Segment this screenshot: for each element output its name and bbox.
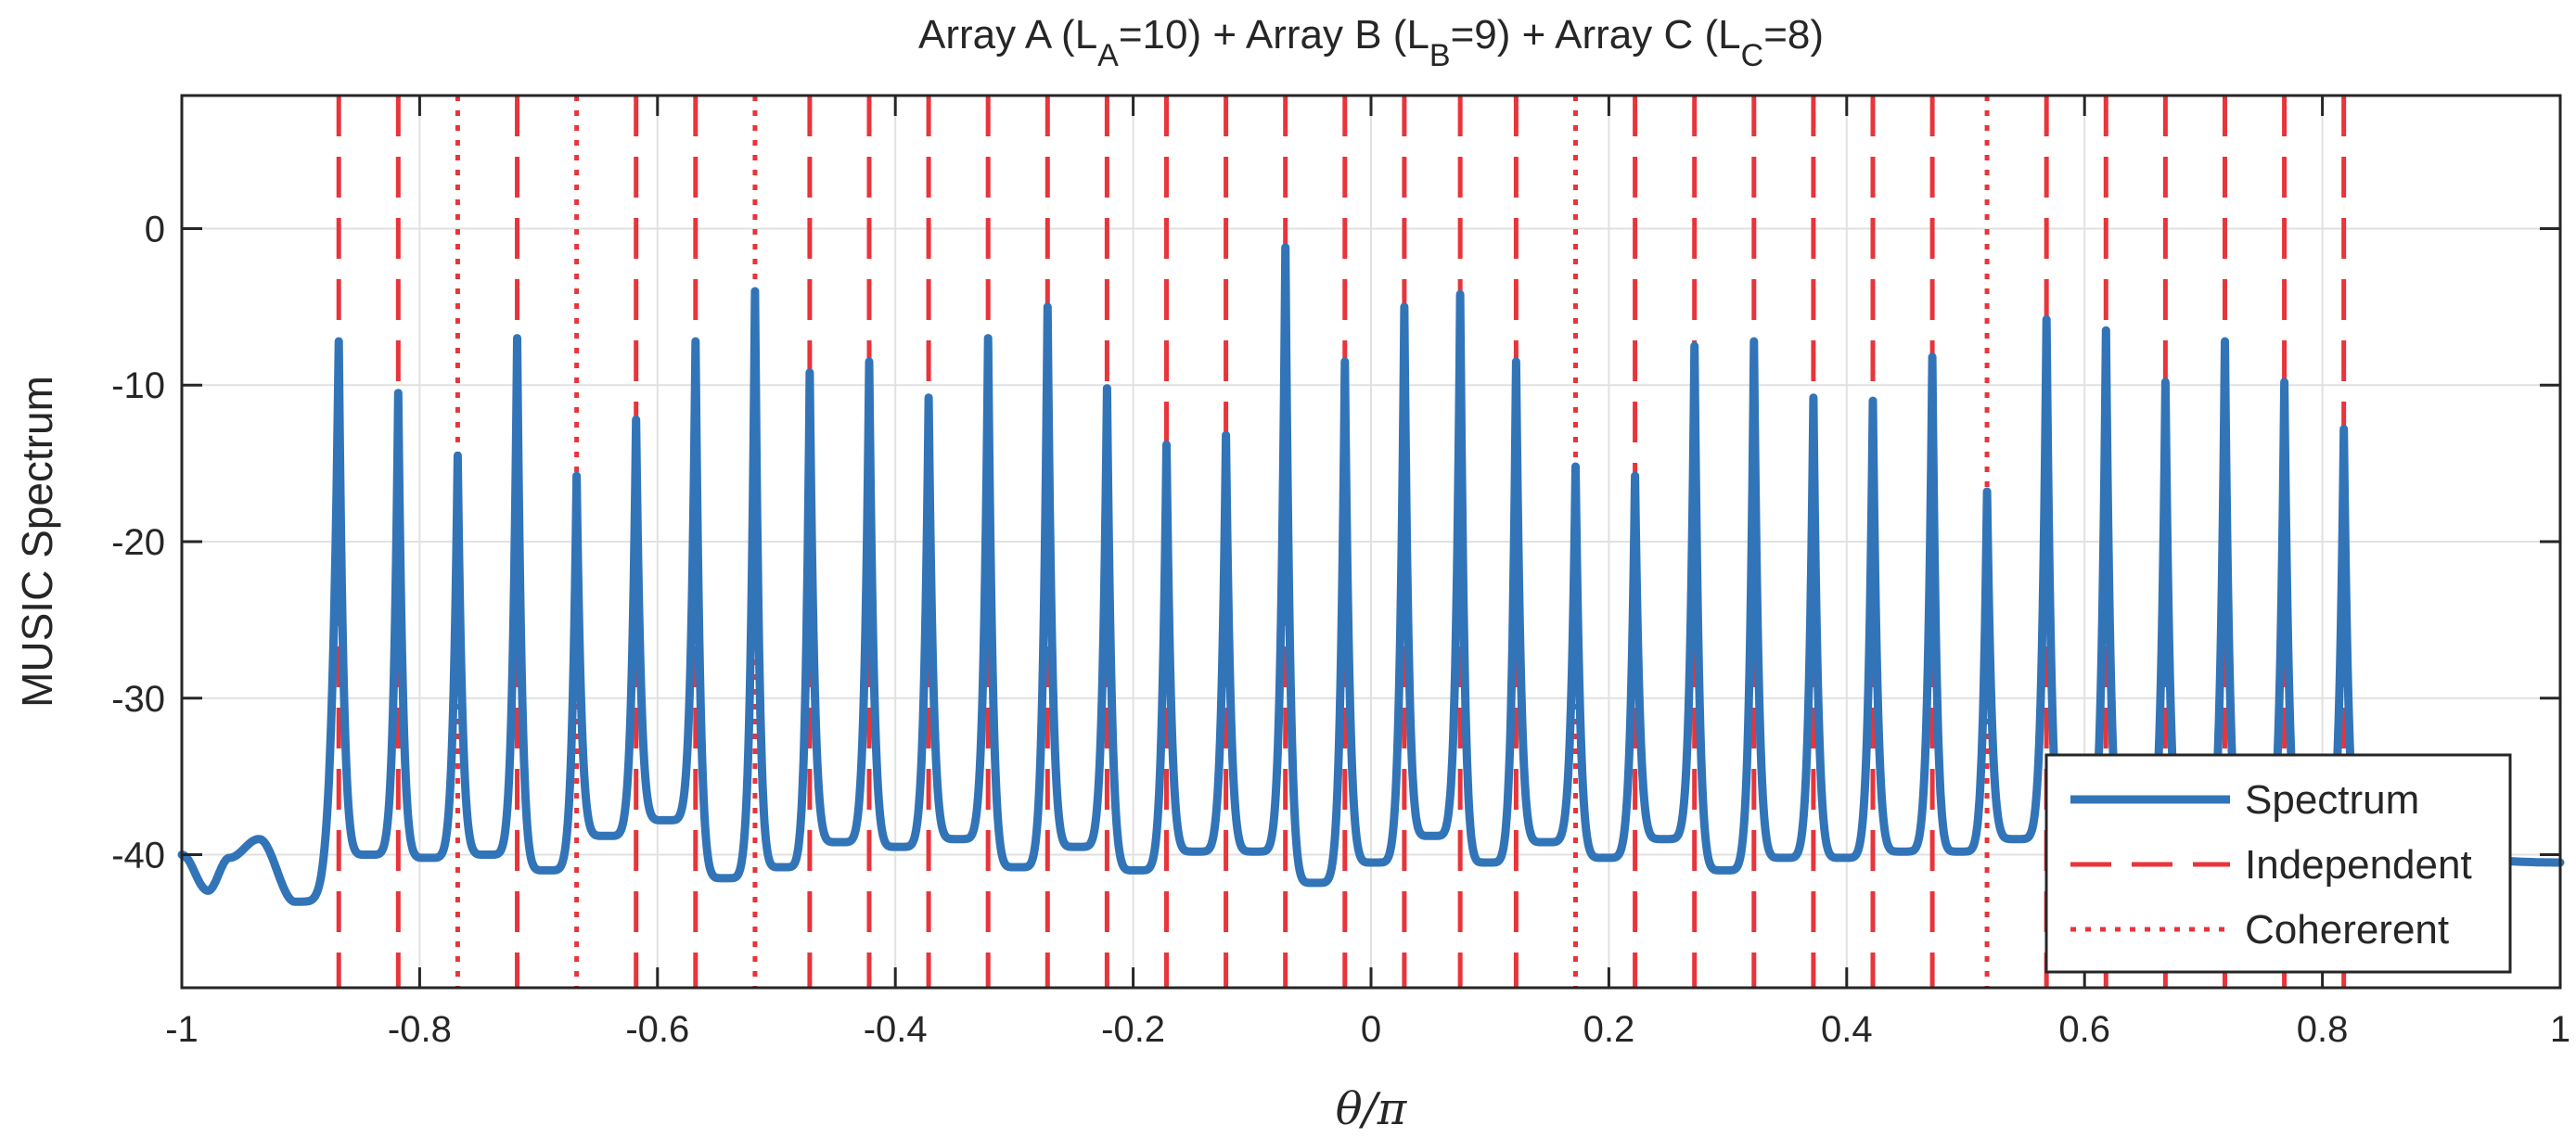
y-tick-label: 0 [145,209,165,249]
x-tick-label: -0.2 [1101,1009,1165,1050]
axis-ticks [180,96,2562,988]
x-tick-label: 0.6 [2058,1009,2110,1050]
x-tick-label: -0.6 [625,1009,689,1050]
y-tick-label: -10 [111,365,165,406]
title-part: C [1741,38,1764,73]
x-tick-label: -1 [165,1009,199,1050]
x-tick-label: 0.4 [1821,1009,1873,1050]
legend-label-independent: Independent [2245,842,2472,888]
title-part: A [1097,38,1119,73]
x-tick-label: 0.8 [2297,1009,2349,1050]
y-tick-labels: 0 -10 -20 -30 -40 [111,209,165,876]
title-part: =9) + Array C (L [1451,12,1741,58]
title-part: B [1429,38,1451,73]
title-part: =8) [1763,12,1824,58]
y-axis-label: MUSIC Spectrum [13,376,61,708]
x-tick-label: 0.2 [1583,1009,1635,1050]
x-tick-labels: -1 -0.8 -0.6 -0.4 -0.2 0 0.2 0.4 0.6 0.8 1 [165,1009,2570,1050]
title-part: =10) + Array B (L [1119,12,1429,58]
spectrum-line [177,243,2565,906]
legend-label-coherent: Cohererent [2245,907,2449,953]
chart-title: Array A (LA=10) + Array B (LB=9) + Array… [918,12,1824,73]
title-part: Array A (L [918,12,1097,58]
legend-box [2044,753,2512,974]
x-tick-label: -0.8 [388,1009,452,1050]
y-tick-label: -30 [111,679,165,720]
legend: Spectrum Independent Cohererent [2044,753,2512,974]
legend-label-spectrum: Spectrum [2245,777,2419,823]
y-tick-label: -40 [111,836,165,876]
x-axis-label: θ/π [1336,1083,1408,1135]
y-tick-label: -20 [111,522,165,563]
x-tick-label: 1 [2550,1009,2570,1050]
x-tick-label: -0.4 [864,1009,928,1050]
spectrum-curve [177,243,2565,906]
x-tick-label: 0 [1361,1009,1381,1050]
